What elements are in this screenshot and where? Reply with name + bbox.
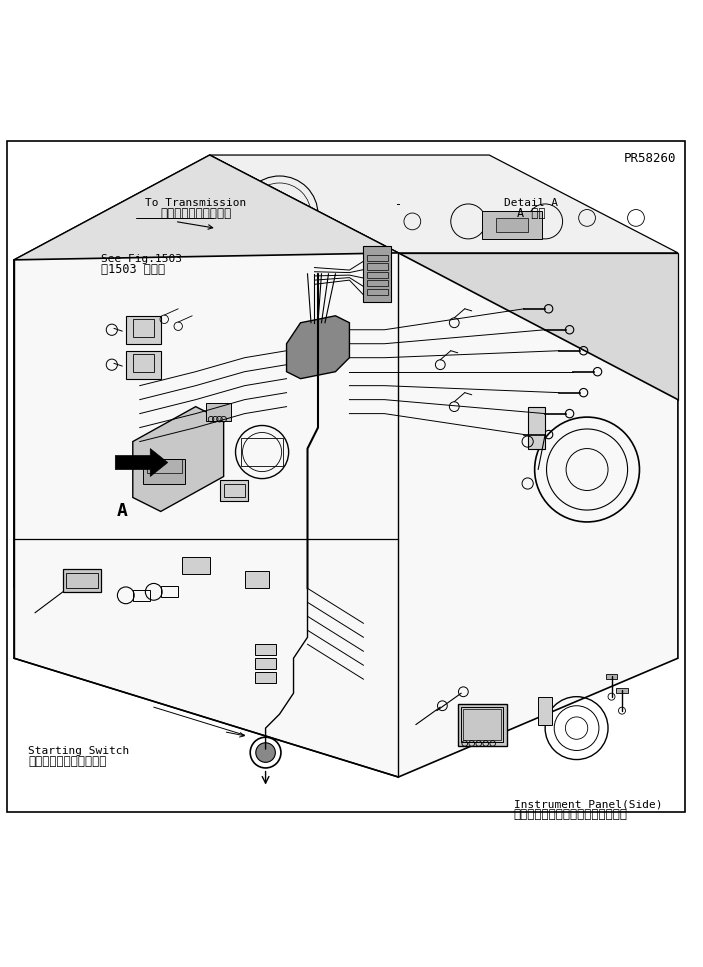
Bar [461,707,503,742]
Bar [126,316,161,343]
Text: インスツルメントパネル（サイド）: インスツルメントパネル（サイド） [514,807,628,821]
Polygon shape [287,316,349,379]
Text: To Transmission: To Transmission [145,198,246,208]
Text: -: - [395,198,402,212]
Text: トランスミッションへ: トランスミッションへ [160,207,231,220]
Circle shape [256,743,276,762]
Bar [463,709,501,740]
Text: A 詳細: A 詳細 [517,207,546,220]
Bar [63,570,101,592]
Polygon shape [14,252,678,777]
Bar [224,484,245,497]
Bar [496,218,528,232]
Bar [363,246,392,302]
Bar [367,280,388,286]
Polygon shape [209,252,399,693]
Bar [206,403,231,421]
Text: Starting Switch: Starting Switch [28,747,129,756]
Bar [181,557,209,574]
Text: PR58260: PR58260 [624,152,676,165]
Polygon shape [209,155,399,399]
Bar [133,319,154,337]
Bar [255,672,276,683]
Polygon shape [133,406,224,512]
Text: See Fig.1503: See Fig.1503 [101,254,182,264]
Bar [606,674,617,679]
Bar [133,354,154,371]
Polygon shape [14,155,399,358]
Text: A: A [117,503,128,520]
Bar [66,573,98,588]
Bar [367,255,388,261]
Polygon shape [115,449,168,477]
Text: Instrument Panel(Side): Instrument Panel(Side) [514,800,662,809]
Polygon shape [209,155,678,252]
Polygon shape [399,252,678,399]
Bar [538,696,552,724]
Bar [367,263,388,270]
Text: 第1503 図参照: 第1503 図参照 [101,263,165,276]
Polygon shape [14,155,209,588]
Bar [220,480,248,501]
Bar [367,288,388,295]
Bar [241,438,283,466]
Bar [255,659,276,669]
Bar [126,351,161,379]
Bar [367,272,388,278]
Bar [147,459,181,473]
Bar [133,590,150,601]
Bar [528,406,545,449]
Bar [255,644,276,655]
Text: Detail A: Detail A [504,198,558,208]
Text: スターティングスイッチ: スターティングスイッチ [28,754,106,768]
Bar [458,704,507,746]
Bar [143,459,185,484]
Bar [482,211,541,239]
Bar [161,586,179,598]
Bar [245,571,269,588]
Bar [617,688,628,693]
